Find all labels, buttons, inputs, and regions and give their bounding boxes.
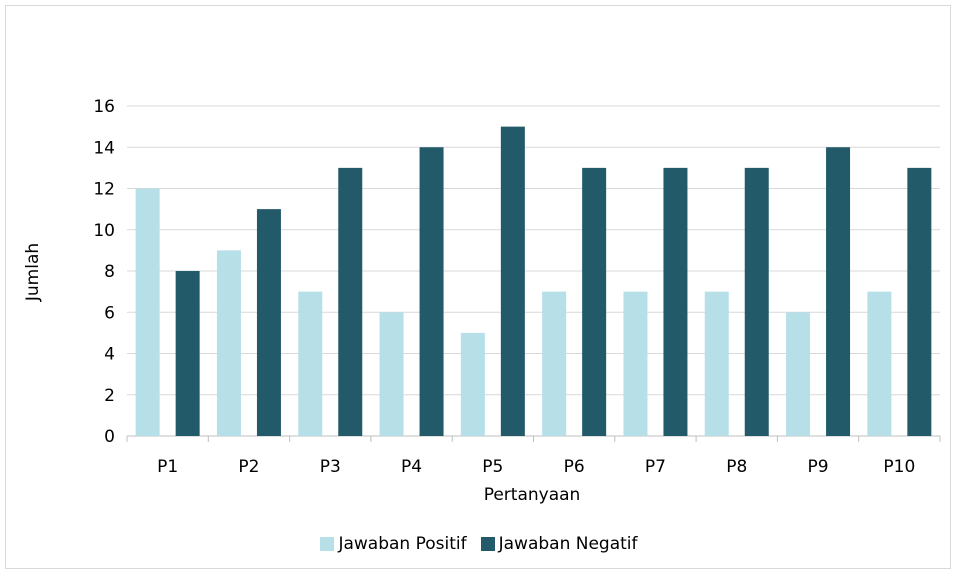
bar-negative-p3	[338, 167, 363, 436]
y-tick-label: 16	[93, 97, 115, 117]
bar-positive-p3	[298, 291, 323, 436]
x-tick-label: P4	[401, 457, 422, 477]
x-tick-label: P1	[157, 457, 178, 477]
y-tick-label: 10	[93, 221, 115, 241]
legend-item-positive: Jawaban Positif	[320, 534, 467, 554]
bar-negative-p8	[744, 167, 769, 436]
legend-swatch-positive	[320, 537, 335, 551]
bar-positive-p6	[542, 291, 567, 436]
x-tick-label: P8	[726, 457, 747, 477]
chart-frame	[5, 5, 951, 569]
x-tick-label: P10	[883, 457, 915, 477]
x-tick-label: P3	[320, 457, 341, 477]
x-axis-title: Pertanyaan	[484, 485, 581, 505]
y-tick-label: 8	[104, 262, 115, 282]
bar-positive-p8	[704, 291, 729, 436]
gridlines	[126, 105, 941, 442]
bar-negative-p10	[907, 167, 932, 436]
bar-positive-p7	[623, 291, 648, 436]
legend-label-positive: Jawaban Positif	[338, 534, 467, 554]
x-tick-labels: P1 P2 P3 P4 P5 P6 P7 P8 P9 P10	[157, 457, 915, 477]
y-tick-label: 4	[104, 345, 115, 365]
bar-negative-p7	[663, 167, 688, 436]
bar-negative-p5	[500, 126, 525, 436]
y-tick-label: 2	[104, 386, 115, 406]
y-axis-title: Jumlah	[23, 243, 43, 302]
bar-positive-p1	[135, 188, 160, 436]
legend: Jawaban Positif Jawaban Negatif	[0, 534, 958, 554]
x-tick-label: P5	[482, 457, 503, 477]
y-tick-label: 0	[104, 427, 115, 447]
legend-item-negative: Jawaban Negatif	[480, 534, 638, 554]
bar-positive-p10	[867, 291, 892, 436]
bar-positive-p4	[379, 312, 404, 436]
y-tick-label: 12	[93, 180, 115, 200]
x-tick-label: P9	[808, 457, 829, 477]
bars	[135, 126, 932, 436]
bar-negative-p2	[256, 209, 281, 436]
legend-label-negative: Jawaban Negatif	[498, 534, 638, 554]
y-tick-label: 14	[93, 138, 115, 158]
y-tick-label: 6	[104, 303, 115, 323]
bar-positive-p5	[460, 332, 485, 436]
bar-negative-p1	[175, 271, 200, 436]
bar-positive-p9	[786, 312, 811, 436]
legend-swatch-negative	[480, 537, 495, 551]
x-tick-label: P2	[238, 457, 259, 477]
bar-negative-p4	[419, 147, 444, 436]
x-tick-label: P6	[564, 457, 585, 477]
bar-negative-p6	[582, 167, 607, 436]
y-tick-labels: 0 2 4 6 8 10 12 14 16	[93, 97, 115, 447]
bar-positive-p2	[216, 250, 241, 436]
bar-negative-p9	[826, 147, 851, 436]
x-tick-label: P7	[645, 457, 666, 477]
